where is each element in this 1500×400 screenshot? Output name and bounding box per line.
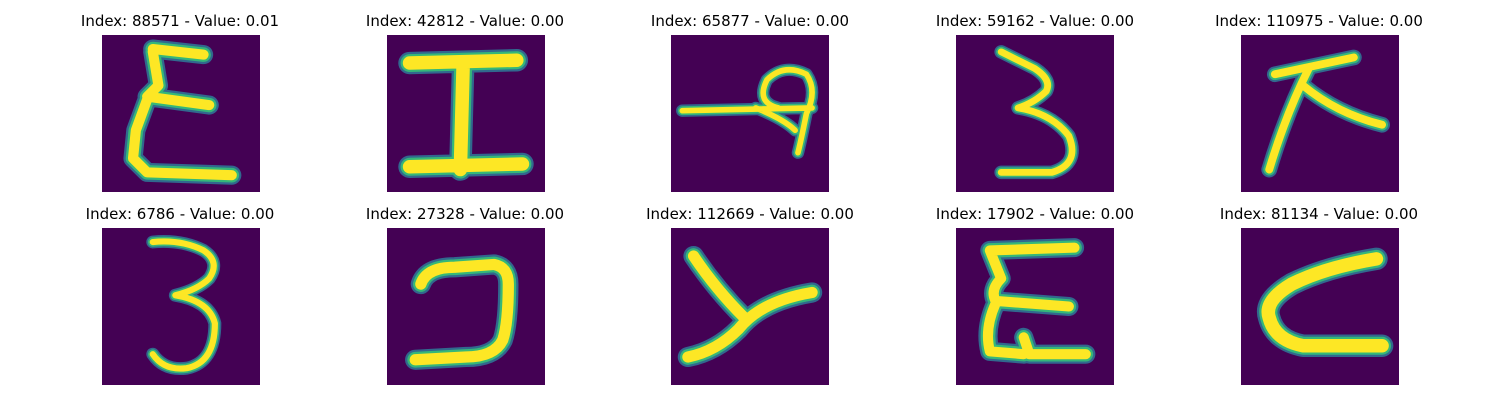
panel-title-3: Index: 65877 - Value: 0.00 bbox=[650, 12, 850, 30]
character-image-9 bbox=[956, 228, 1114, 385]
panel-title-4: Index: 59162 - Value: 0.00 bbox=[935, 12, 1135, 30]
character-image-2 bbox=[387, 35, 545, 192]
panel-title-2: Index: 42812 - Value: 0.00 bbox=[365, 12, 565, 30]
character-image-1 bbox=[102, 35, 260, 192]
character-image-7 bbox=[387, 228, 545, 385]
panel-title-1: Index: 88571 - Value: 0.01 bbox=[80, 12, 280, 30]
panel-title-9: Index: 17902 - Value: 0.00 bbox=[935, 205, 1135, 223]
character-image-4 bbox=[956, 35, 1114, 192]
character-image-6 bbox=[102, 228, 260, 385]
panel-title-6: Index: 6786 - Value: 0.00 bbox=[85, 205, 275, 223]
panel-title-5: Index: 110975 - Value: 0.00 bbox=[1215, 12, 1423, 30]
panel-title-10: Index: 81134 - Value: 0.00 bbox=[1219, 205, 1419, 223]
character-image-10 bbox=[1241, 228, 1399, 385]
character-image-3 bbox=[671, 35, 829, 192]
character-image-8 bbox=[671, 228, 829, 385]
panel-title-8: Index: 112669 - Value: 0.00 bbox=[646, 205, 854, 223]
character-image-5 bbox=[1241, 35, 1399, 192]
panel-title-7: Index: 27328 - Value: 0.00 bbox=[365, 205, 565, 223]
